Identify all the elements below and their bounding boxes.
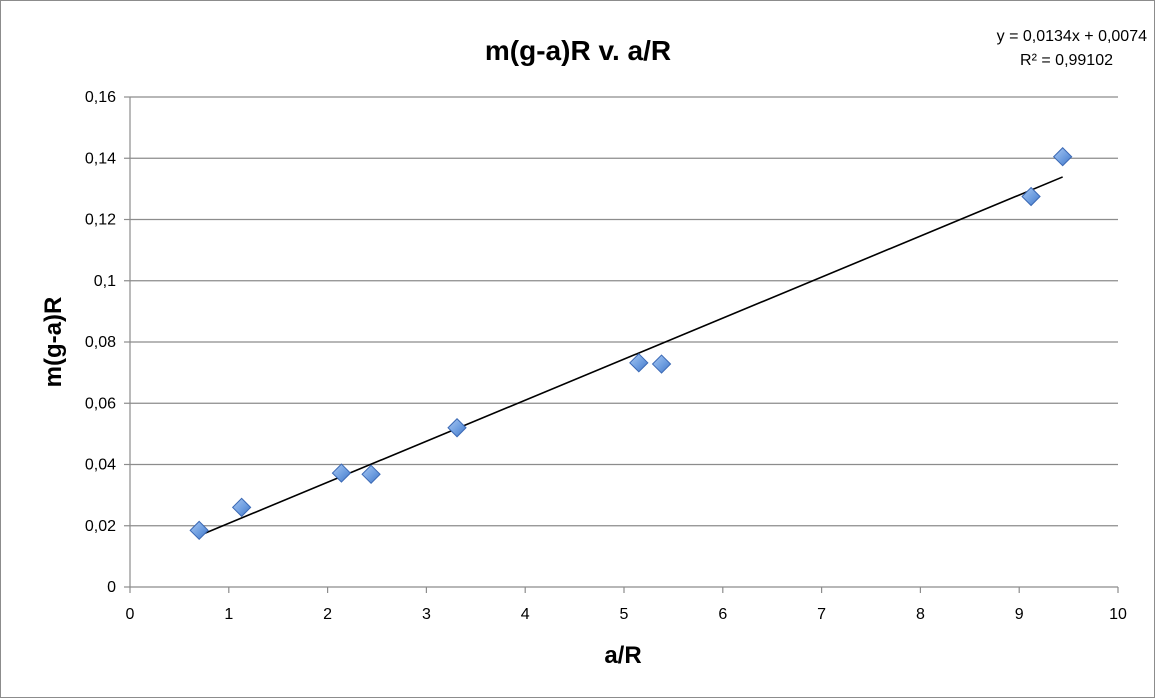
x-tick-label-6: 6 — [718, 606, 727, 623]
data-points — [189, 147, 1073, 541]
y-tick-labels: 0 0,02 0,04 0,06 0,08 0,1 0,12 0,14 0,16 — [85, 89, 116, 596]
data-point-4 — [361, 464, 381, 485]
data-point-3 — [331, 463, 352, 483]
axes — [124, 96, 1119, 593]
data-point-9 — [1052, 147, 1073, 167]
x-tick-label-5: 5 — [620, 606, 629, 623]
x-tick-label-10: 10 — [1109, 606, 1127, 623]
trendline-line — [198, 176, 1063, 537]
y-tick-label-5: 0,1 — [94, 273, 116, 290]
trendline-annotation: y = 0,0134x + 0,0074 R² = 0,99102 — [997, 28, 1147, 69]
trendline-r-squared: R² = 0,99102 — [1020, 52, 1113, 69]
trendline-equation: y = 0,0134x + 0,0074 — [997, 28, 1147, 45]
y-tick-label-1: 0,02 — [85, 518, 116, 535]
x-tick-label-3: 3 — [422, 606, 431, 623]
x-axis-label: a/R — [604, 642, 641, 669]
data-point-8 — [1021, 186, 1041, 207]
y-tick-label-2: 0,04 — [85, 457, 116, 474]
x-tick-label-9: 9 — [1015, 606, 1024, 623]
y-tick-label-4: 0,08 — [85, 334, 116, 351]
x-tick-label-2: 2 — [323, 606, 332, 623]
x-tick-labels: 0 1 2 3 4 5 6 7 8 9 10 — [126, 606, 1127, 623]
x-tick-label-8: 8 — [916, 606, 925, 623]
data-point-2 — [231, 497, 252, 518]
chart-title: m(g-a)R v. a/R — [485, 35, 671, 66]
trendline — [198, 176, 1063, 537]
y-tick-label-7: 0,14 — [85, 150, 116, 167]
data-point-6 — [629, 353, 649, 373]
data-point-7 — [651, 354, 672, 374]
y-axis-label: m(g-a)R — [40, 297, 67, 388]
x-tick-label-0: 0 — [126, 606, 135, 623]
y-tick-label-6: 0,12 — [85, 212, 116, 229]
x-tick-label-1: 1 — [224, 606, 233, 623]
data-point-1 — [189, 520, 209, 541]
y-tick-label-3: 0,06 — [85, 395, 116, 412]
y-tick-label-8: 0,16 — [85, 89, 116, 106]
data-point-5 — [447, 418, 467, 438]
gridlines — [130, 96, 1118, 527]
x-tick-label-7: 7 — [817, 606, 826, 623]
y-tick-label-0: 0 — [107, 579, 116, 596]
x-tick-label-4: 4 — [521, 606, 530, 623]
